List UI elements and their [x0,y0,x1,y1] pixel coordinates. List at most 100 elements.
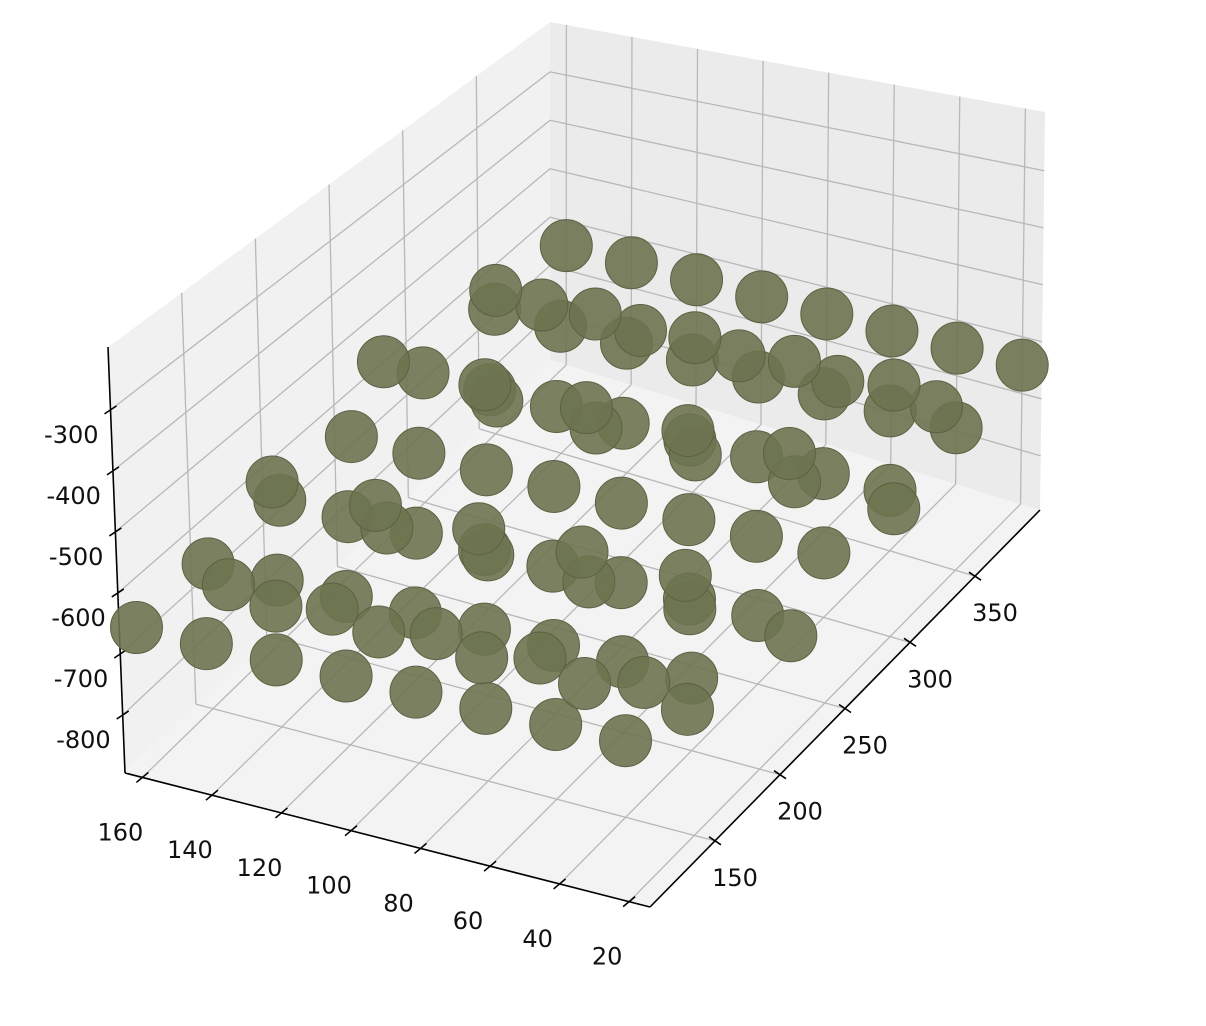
point [515,278,569,332]
z-tick-label: -400 [46,482,100,510]
point [452,502,506,556]
point [458,358,512,412]
x-tick [622,896,636,908]
grid-line [478,428,976,577]
x-tick-label: 40 [522,925,553,953]
grid-line [195,703,716,842]
point [459,443,513,497]
y-tick [773,770,787,780]
x-tick-label: 140 [167,836,213,864]
point [527,459,581,513]
point [604,236,658,290]
y-tick [708,836,722,846]
point [356,335,410,389]
grid-line [110,71,551,411]
x-tick [553,878,567,890]
y-tick-label: 150 [712,864,758,892]
point [392,426,446,480]
z-tick-label: -500 [49,543,103,571]
point [617,655,671,709]
point [305,582,359,636]
point [614,303,668,357]
point [319,649,373,703]
point [662,493,716,547]
point [767,334,821,388]
grid-line [114,168,551,533]
y-tick-label: 300 [907,665,953,693]
point [513,631,567,685]
point [660,682,714,736]
y-tick [968,571,982,581]
point [469,263,523,317]
point [245,455,299,509]
x-tick [274,807,288,819]
x-tick-label: 60 [453,907,484,935]
point [455,631,509,685]
y-tick-label: 200 [777,798,823,826]
point [668,311,722,365]
x-tick [344,825,358,837]
x-tick-label: 100 [306,872,352,900]
point [249,633,303,687]
point [555,525,609,579]
point [599,714,653,768]
point [670,253,724,307]
z-tick-label: -800 [56,726,110,754]
point [558,657,612,711]
point [909,380,963,434]
x-tick [414,842,428,855]
x-tick-label: 80 [383,889,414,917]
z-tick-label: -300 [44,421,98,449]
point [389,665,443,719]
point [559,381,613,435]
point [930,321,984,375]
point [800,287,854,341]
point [797,526,851,580]
z-tick [104,405,117,415]
z-tick [116,710,130,720]
point [867,482,921,536]
point [109,601,163,655]
grid-line [549,119,1044,229]
point [348,478,402,532]
point [764,609,818,663]
point [324,410,378,464]
point [539,219,593,273]
x-tick-label: 20 [592,943,623,971]
point [658,548,712,602]
z-tick [111,588,125,598]
point [865,304,919,358]
point [529,698,583,752]
point [249,579,303,633]
x-tick [205,789,219,801]
x-tick [135,771,149,784]
x-tick [483,860,497,872]
point [568,287,622,341]
point [995,338,1049,392]
point [867,358,921,412]
z-tick [108,527,122,537]
grid-line [112,119,551,472]
point [179,617,233,671]
grid-line [119,265,551,655]
y-tick-label: 350 [972,599,1018,627]
point [352,605,406,659]
grid-line [1019,108,1026,505]
x-tick-label: 120 [237,854,283,882]
z-tick-label: -700 [54,665,108,693]
point [459,681,513,735]
point [735,270,789,324]
z-tick [113,649,127,659]
point [201,558,255,612]
x-tick-label: 160 [97,818,143,846]
z-axis-line [107,346,126,774]
z-tick [106,466,120,476]
point [762,426,816,480]
point [594,476,648,530]
point [661,404,715,458]
z-tick-label: -600 [51,604,105,632]
y-tick-label: 250 [842,732,888,760]
point [409,607,463,661]
